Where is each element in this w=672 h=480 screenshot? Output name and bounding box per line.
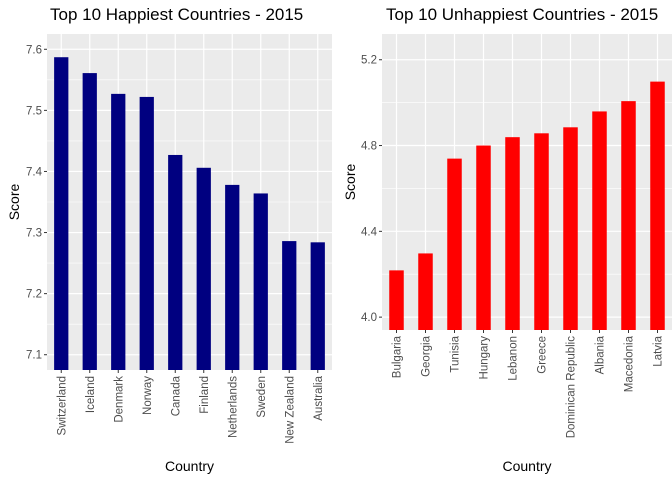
x-tick-label: Greece <box>537 336 549 374</box>
y-axis-title: Score <box>342 164 358 201</box>
y-tick-label: 4.4 <box>361 226 378 238</box>
bar-switzerland <box>54 57 69 371</box>
bar-norway <box>139 96 154 370</box>
y-tick-label: 7.4 <box>26 166 43 178</box>
bar-lebanon <box>505 137 520 330</box>
bar-dominican-republic <box>563 127 578 330</box>
x-tick-label: Dominican Republic <box>566 336 578 439</box>
x-tick-label: Finland <box>199 376 211 414</box>
bar-tunisia <box>447 158 462 330</box>
y-tick-label: 4.0 <box>361 312 377 324</box>
y-tick-label: 4.8 <box>361 141 377 153</box>
x-tick-label: Denmark <box>113 376 125 423</box>
y-tick-label: 7.5 <box>26 105 42 117</box>
x-tick-label: Georgia <box>421 335 433 377</box>
x-tick-label: Sweden <box>256 376 268 418</box>
y-tick-label: 7.1 <box>26 350 42 362</box>
x-tick-label: Netherlands <box>227 376 239 438</box>
bar-netherlands <box>225 184 240 370</box>
y-tick-label: 7.3 <box>26 228 42 240</box>
bar-georgia <box>418 253 433 330</box>
bar-macedonia <box>621 101 636 330</box>
bar-australia <box>310 242 325 370</box>
x-tick-label: Australia <box>313 375 325 420</box>
x-tick-label: Albania <box>595 335 607 374</box>
x-tick-label: Hungary <box>479 336 491 380</box>
y-axis-title: Score <box>6 184 22 221</box>
x-tick-label: New Zealand <box>284 376 296 444</box>
x-axis-title: Country <box>165 458 214 474</box>
bar-new-zealand <box>282 241 297 370</box>
x-tick-label: Latvia <box>653 335 665 366</box>
bar-latvia <box>650 81 665 330</box>
bar-sweden <box>253 193 268 370</box>
bar-bulgaria <box>389 270 404 330</box>
y-tick-label: 7.2 <box>26 289 42 301</box>
bar-greece <box>534 133 549 330</box>
x-tick-label: Canada <box>170 375 182 416</box>
chart-unhappiest: Top 10 Unhappiest Countries - 2015 4.0 4.4… <box>342 5 672 474</box>
bar-albania <box>592 111 607 330</box>
bar-finland <box>196 167 211 370</box>
x-tick-label: Iceland <box>85 376 97 413</box>
bar-denmark <box>111 93 126 371</box>
bar-iceland <box>82 73 97 371</box>
x-tick-label: Lebanon <box>508 336 520 381</box>
y-tick-label: 7.6 <box>26 44 42 56</box>
x-tick-label: Switzerland <box>56 376 68 435</box>
chart-title: Top 10 Unhappiest Countries - 2015 <box>386 5 658 24</box>
x-tick-label: Macedonia <box>624 335 636 392</box>
chart-title: Top 10 Happiest Countries - 2015 <box>50 5 303 24</box>
bar-canada <box>168 154 183 370</box>
bar-hungary <box>476 145 491 330</box>
x-tick-label: Tunisia <box>450 335 462 372</box>
y-tick-label: 5.2 <box>361 55 377 67</box>
chart-happiest: Top 10 Happiest Countries - 2015 7.1 7.2 7.… <box>6 5 332 474</box>
x-tick-label: Bulgaria <box>392 335 404 378</box>
x-tick-label: Norway <box>142 376 154 415</box>
x-axis-title: Country <box>502 458 551 474</box>
